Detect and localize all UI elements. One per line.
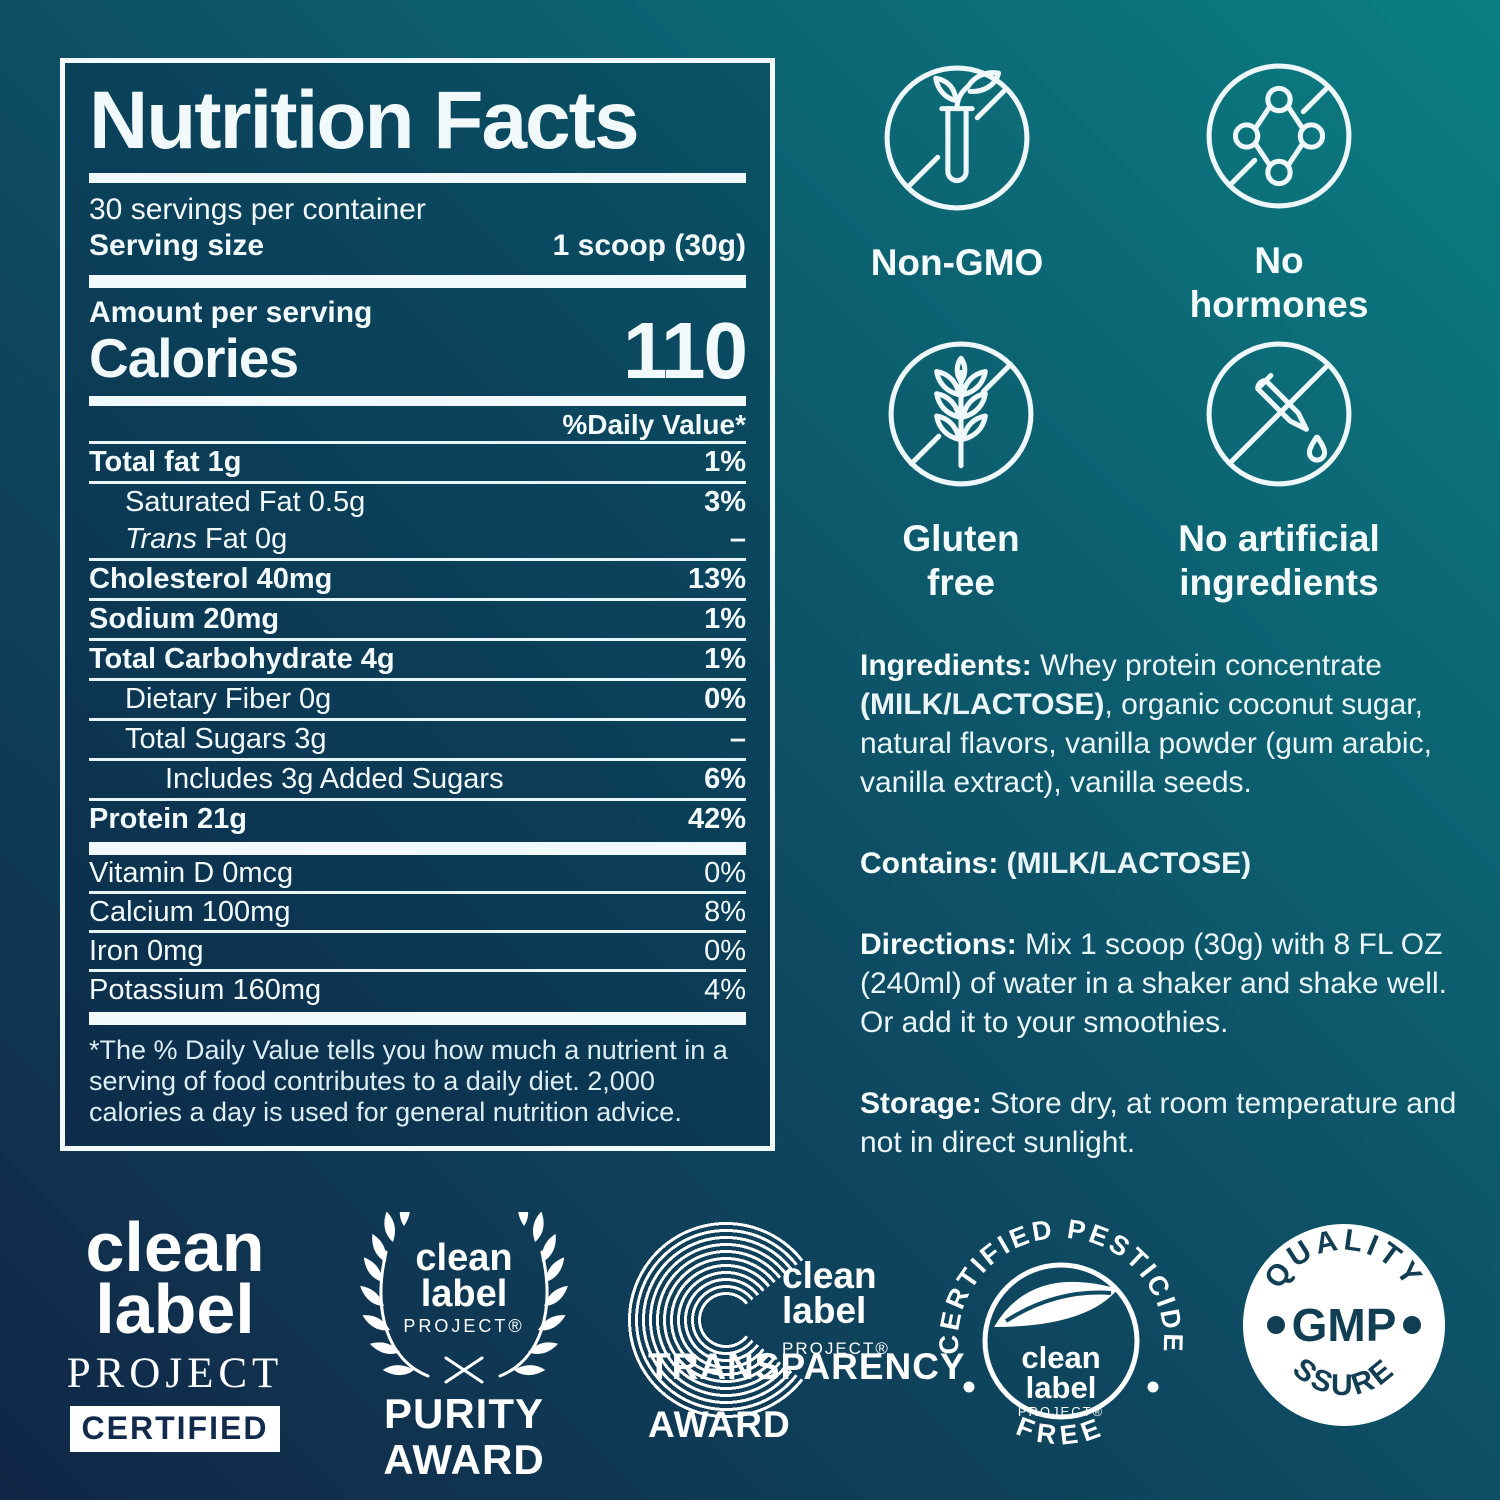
nutrient-row: Total Carbohydrate 4g 1% (89, 638, 746, 678)
micronutrient-row: Potassium 160mg 4% (89, 969, 746, 1008)
gluten-free-icon (888, 341, 1034, 487)
calories-value: 110 (622, 306, 748, 395)
nutrient-row: Total Sugars 3g – (89, 718, 746, 758)
no-gmo-icon (884, 65, 1030, 211)
nutrient-row: Sodium 20mg 1% (89, 598, 746, 638)
svg-text:label: label (1026, 1370, 1097, 1405)
certified-pesticide-free-badge: CERTIFIED PESTICIDE FREE clean label PRO… (933, 1206, 1189, 1476)
no-artificial-ingredients-icon (1206, 341, 1352, 487)
feature-label: No hormones (1189, 240, 1369, 325)
storage-paragraph: Storage: Store dry, at room temperature … (860, 1087, 1457, 1159)
serving-size-value: 1 scoop (30g) (552, 229, 746, 262)
divider-thick (89, 396, 746, 406)
servings-per-container: 30 servings per container (89, 193, 426, 226)
micronutrient-row: Calcium 100mg 8% (89, 891, 746, 930)
nutrition-facts-title: Nutrition Facts (89, 75, 640, 166)
nutrition-facts-panel: Nutrition Facts 30 servings per containe… (60, 58, 775, 1151)
divider-thick (89, 275, 746, 288)
calories-block: Amount per serving Calories 110 (89, 288, 748, 395)
divider-thick (89, 842, 746, 855)
micronutrient-row: Vitamin D 0mcg 0% (89, 857, 746, 889)
ingredients-paragraph: Ingredients: Whey protein concentrate (M… (860, 649, 1432, 799)
nutrient-row: Cholesterol 40mg 13% (89, 558, 746, 598)
svg-text:clean: clean (415, 1237, 512, 1279)
svg-text:PROJECT®: PROJECT® (1018, 1404, 1104, 1419)
nutrient-row: Includes 3g Added Sugars 6% (89, 758, 746, 798)
calories-label: Calories (89, 327, 299, 389)
transparency-award-badge: clean label PROJECT® TRANSPARENCY AWARD (620, 1208, 965, 1470)
feature-no-hormones: No hormones (1164, 60, 1394, 327)
serving-size-row: Serving size 1 scoop (30g) (89, 227, 746, 265)
no-hormones-icon (1206, 63, 1352, 209)
nutrient-row: Dietary Fiber 0g 0% (89, 678, 746, 718)
product-info-text: Ingredients: Whey protein concentrate (M… (860, 646, 1476, 1162)
feature-no-artificial-ingredients: No artificial ingredients (1164, 338, 1394, 605)
contains-paragraph: Contains: (MILK/LACTOSE) (860, 847, 1252, 880)
leaf-icon (994, 1281, 1118, 1327)
svg-text:label: label (421, 1273, 508, 1315)
micronutrient-row: Iron 0mg 0% (89, 930, 746, 969)
clean-label-project-certified-badge: clean label PROJECT CERTIFIED (58, 1212, 292, 1452)
nutrient-row: Trans Fat 0g – (125, 523, 746, 555)
feature-label: Gluten free (902, 518, 1020, 603)
directions-paragraph: Directions: Mix 1 scoop (30g) with 8 FL … (860, 928, 1447, 1039)
svg-text:QUALITY: QUALITY (1258, 1224, 1430, 1294)
feature-label: Non-GMO (870, 242, 1044, 283)
svg-text:GMP: GMP (1292, 1299, 1397, 1351)
feature-non-gmo: Non-GMO (862, 62, 1052, 285)
contains-heading: Contains: (860, 847, 999, 880)
ingredients-heading: Ingredients: (860, 649, 1032, 682)
laurel-wreath-icon: clean label PROJECT® (360, 1194, 568, 1384)
divider-thick (89, 1012, 746, 1025)
certified-box: CERTIFIED (69, 1406, 281, 1452)
purity-award-badge: clean label PROJECT® PURITY AWARD (346, 1194, 582, 1483)
daily-value-footnote: *The % Daily Value tells you how much a … (89, 1035, 728, 1127)
svg-text:PROJECT®: PROJECT® (403, 1316, 524, 1336)
concentric-c-icon (624, 1218, 828, 1422)
storage-heading: Storage: (860, 1087, 982, 1120)
divider-thick (89, 173, 746, 183)
feature-gluten-free: Gluten free (866, 338, 1056, 605)
nutrient-row: Total fat 1g 1% (89, 441, 746, 481)
daily-value-header: %Daily Value* (562, 409, 746, 440)
nutrient-row: Protein 21g 42% (89, 798, 746, 838)
amount-per-serving-label: Amount per serving (89, 296, 373, 329)
nutrient-row: Saturated Fat 0.5g 3% (89, 481, 746, 521)
svg-text:clean: clean (1021, 1340, 1100, 1375)
gmp-quality-assured-badge: QUALITY ASSURED GMP (1231, 1198, 1445, 1426)
feature-label: No artificial ingredients (1178, 518, 1380, 603)
directions-heading: Directions: (860, 928, 1017, 961)
serving-size-label: Serving size (89, 229, 265, 262)
